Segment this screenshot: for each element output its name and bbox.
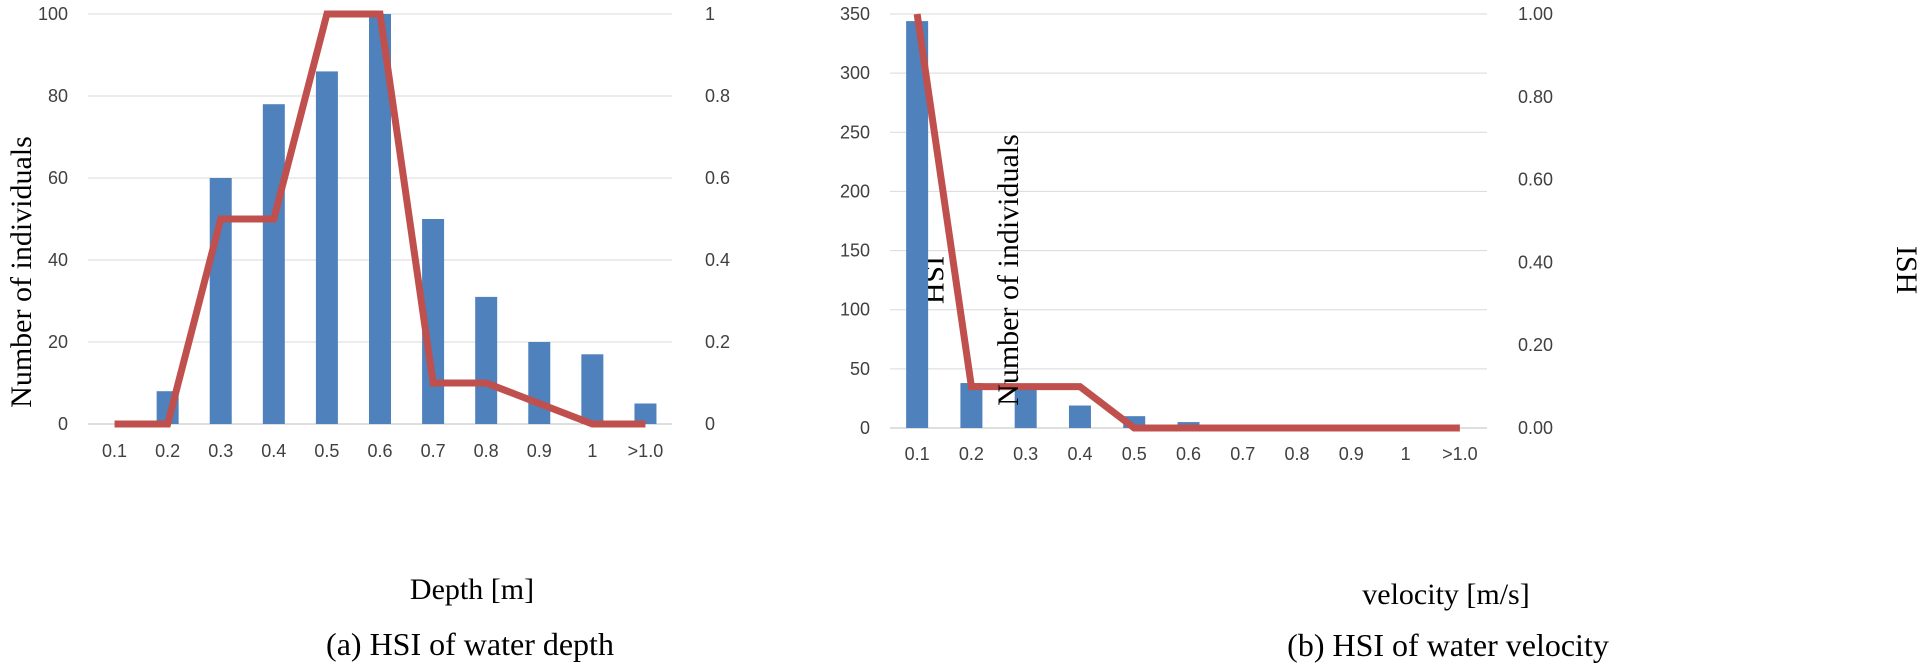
- left-axis-ticks: 0 20 40 60 80 100: [38, 4, 68, 434]
- bar: [475, 296, 498, 424]
- x-tick-label: 0.9: [527, 441, 552, 461]
- y-tick-label: 150: [840, 241, 870, 261]
- bar: [262, 104, 285, 424]
- bar: [960, 383, 983, 428]
- x-tick-label: 0.6: [367, 441, 392, 461]
- y-tick-label: 0: [860, 418, 870, 438]
- bar: [1068, 405, 1091, 428]
- y-tick-label: 100: [840, 300, 870, 320]
- x-tick-label: 0.2: [959, 444, 984, 464]
- bar: [209, 178, 232, 424]
- bar: [528, 342, 551, 424]
- y-tick-label: 200: [840, 181, 870, 201]
- right-axis-ticks: 0 0.2 0.4 0.6 0.8 1: [705, 4, 730, 434]
- bar: [581, 354, 604, 424]
- x-tick-label: 1: [587, 441, 597, 461]
- x-tick-label: 0.9: [1339, 444, 1364, 464]
- y-axis-label: Number of individuals: [992, 134, 1025, 406]
- series-line: [114, 10, 646, 428]
- hsi-line-series: [913, 13, 1460, 432]
- y2-tick-label: 0.2: [705, 332, 730, 352]
- y-axis-label: Number of individuals: [5, 136, 38, 408]
- chart-caption: (a) HSI of water depth: [326, 626, 614, 662]
- y2-tick-label: 0.20: [1518, 335, 1553, 355]
- x-tick-label: 0.3: [208, 441, 233, 461]
- bar-series: [906, 21, 1309, 429]
- y2-tick-label: 0.60: [1518, 170, 1553, 190]
- x-tick-label: 0.2: [155, 441, 180, 461]
- bar: [315, 71, 338, 425]
- right-axis-ticks: 0.00 0.20 0.40 0.60 0.80 1.00: [1518, 4, 1553, 438]
- y2-tick-label: 1: [705, 4, 715, 24]
- bar: [422, 219, 445, 424]
- x-tick-label: 0.6: [1176, 444, 1201, 464]
- y2-tick-label: 0: [705, 414, 715, 434]
- x-tick-label: 0.7: [421, 441, 446, 461]
- bar: [369, 14, 391, 424]
- gridlines: [890, 13, 1487, 429]
- left-axis-ticks: 0 50 100 150 200 250 300 350: [840, 4, 870, 438]
- x-tick-label: 0.8: [1285, 444, 1310, 464]
- x-tick-label: 0.5: [314, 441, 339, 461]
- bar: [1123, 416, 1146, 428]
- x-axis-ticks: 0.1 0.2 0.3 0.4 0.5 0.6 0.7 0.8 0.9 1 >1.0: [905, 444, 1478, 464]
- bar: [906, 21, 929, 429]
- y2-tick-label: 1.00: [1518, 4, 1553, 24]
- x-axis-label: Depth [m]: [410, 573, 534, 606]
- x-tick-label: 0.7: [1230, 444, 1255, 464]
- chart-depth: 0 20 40 60 80 100 0 0.2 0.4 0.6 0.8 1 0.1 0.2 0.3 0.4…: [5, 4, 950, 662]
- x-tick-label: 0.4: [1067, 444, 1092, 464]
- series-line: [913, 13, 1460, 432]
- x-tick-label: 0.3: [1013, 444, 1038, 464]
- y-tick-label: 40: [48, 250, 68, 270]
- y-tick-label: 250: [840, 122, 870, 142]
- x-tick-label: 0.4: [261, 441, 286, 461]
- x-tick-label: 1: [1401, 444, 1411, 464]
- y-tick-label: 50: [850, 359, 870, 379]
- y2-tick-label: 0.00: [1518, 418, 1553, 438]
- x-axis-label: velocity [m/s]: [1362, 578, 1529, 611]
- y2-tick-label: 0.40: [1518, 252, 1553, 272]
- x-tick-label: >1.0: [628, 441, 664, 461]
- y2-tick-label: 0.80: [1518, 87, 1553, 107]
- y-tick-label: 100: [38, 4, 68, 24]
- hsi-line-series: [114, 10, 646, 428]
- x-tick-label: 0.5: [1122, 444, 1147, 464]
- y-tick-label: 350: [840, 4, 870, 24]
- x-tick-label: >1.0: [1442, 444, 1478, 464]
- bar: [1014, 385, 1037, 428]
- y2-tick-label: 0.4: [705, 250, 730, 270]
- y2-axis-label: ISH: [1890, 246, 1921, 294]
- y-tick-label: 80: [48, 86, 68, 106]
- y-tick-label: 0: [58, 414, 68, 434]
- x-tick-label: 0.8: [474, 441, 499, 461]
- x-axis-ticks: 0.1 0.2 0.3 0.4 0.5 0.6 0.7 0.8 0.9 1 >1.0: [102, 441, 663, 461]
- y2-tick-label: 0.6: [705, 168, 730, 188]
- y-tick-label: 60: [48, 168, 68, 188]
- x-tick-label: 0.1: [905, 444, 930, 464]
- x-tick-label: 0.1: [102, 441, 127, 461]
- chart-caption: (b) HSI of water velocity: [1287, 627, 1609, 663]
- y-tick-label: 20: [48, 332, 68, 352]
- bar: [634, 403, 657, 424]
- y2-tick-label: 0.8: [705, 86, 730, 106]
- y-tick-label: 300: [840, 63, 870, 83]
